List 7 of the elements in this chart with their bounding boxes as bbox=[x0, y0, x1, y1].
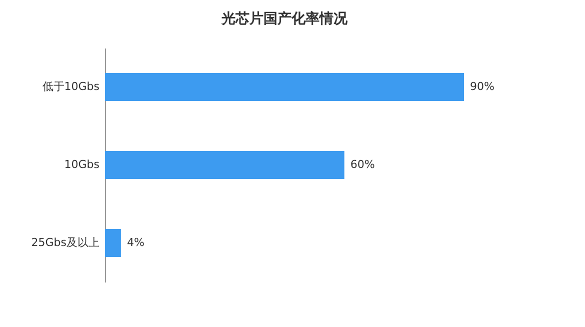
y-tick-label: 25Gbs及以上 bbox=[31, 236, 100, 249]
data-label: 4% bbox=[126, 236, 144, 249]
chart-title: 光芯片国产化率情况 bbox=[220, 10, 348, 27]
y-tick-label: 低于10Gbs bbox=[42, 80, 100, 93]
data-label: 60% bbox=[350, 158, 375, 171]
y-tick-label: 10Gbs bbox=[64, 158, 100, 171]
data-label: 90% bbox=[470, 80, 494, 93]
